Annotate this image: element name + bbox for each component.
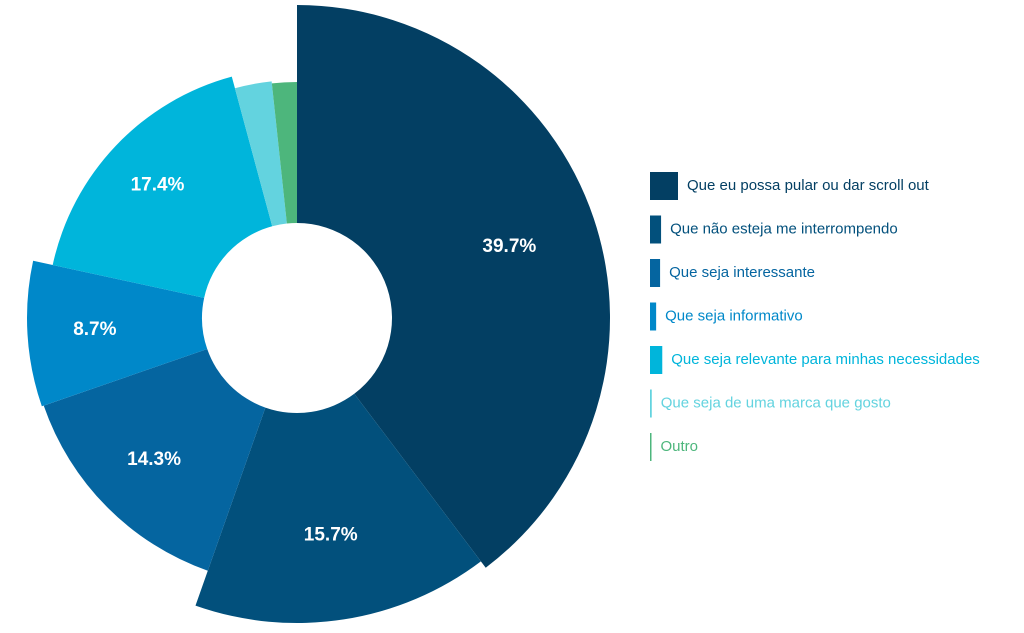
legend-swatch [650,346,663,374]
data-label: 39.7% [482,236,536,257]
legend-label: Que seja relevante para minhas necessida… [671,351,980,368]
data-label: 14.3% [127,449,181,470]
legend-swatch [650,433,652,461]
slice [297,5,610,568]
legend-label: Que seja interessante [669,264,815,281]
legend-swatch [650,302,657,331]
slice [195,393,481,623]
data-label: 17.4% [131,174,185,195]
legend-label: Que não esteja me interrompendo [670,220,898,237]
legend-swatch [650,389,652,418]
data-label: 15.7% [304,524,358,545]
slice [271,82,297,224]
legend-label: Que seja de uma marca que gosto [661,394,891,411]
legend-label: Que eu possa pular ou dar scroll out [687,177,930,194]
slice [234,81,287,227]
slice [43,349,266,571]
legend-swatch [650,215,662,244]
legend-label: Outro [661,438,699,455]
data-label: 8.7% [73,319,116,340]
slice [27,260,208,407]
slice [52,76,273,298]
legend-swatch [650,259,661,287]
legend-swatch [650,172,678,200]
legend-label: Que seja informativo [665,307,803,324]
